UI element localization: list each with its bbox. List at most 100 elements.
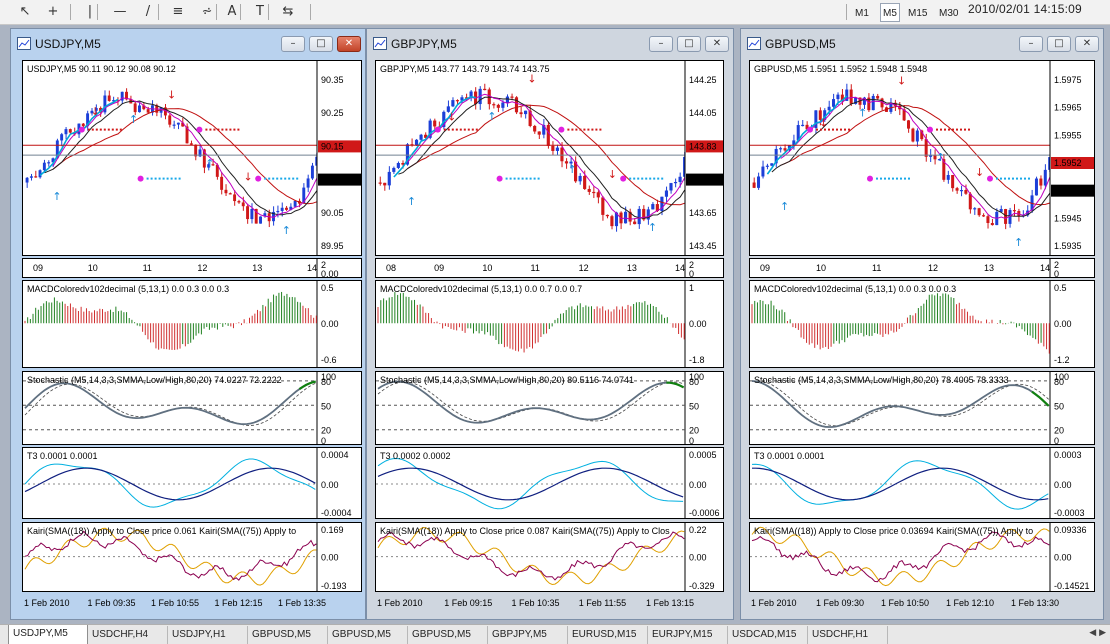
kairi-label: Kairi(SMA((18)) Apply to Close price 0.0… — [27, 526, 296, 536]
mini-panel[interactable]: 2 0 09 10 11 12 13 14 — [749, 258, 1095, 278]
vertical-line-icon[interactable]: | — [87, 4, 93, 19]
chart-window-gbpjpy[interactable]: GBPJPY,M5 – □ ✕ ↑ ↓ ↑ ↓ ↑ ↓ ↑ 144.25 144.05 143.83 143… — [366, 28, 734, 620]
macd-axis-label: 0.00 — [1054, 319, 1072, 329]
mini-panel[interactable]: 2 0.00 09 10 11 12 13 14 — [22, 258, 362, 278]
buy-arrow-icon: ↑ — [858, 107, 867, 120]
text-icon[interactable]: A — [227, 4, 237, 19]
timeframe-m1[interactable]: M1 — [855, 8, 869, 19]
signal-dot — [807, 126, 813, 133]
crosshair-icon[interactable]: + — [47, 4, 59, 19]
channel-icon[interactable]: ⩫ — [201, 4, 213, 19]
candle — [951, 175, 955, 189]
minimize-button[interactable]: – — [1019, 36, 1043, 52]
kairi-panel[interactable]: 0.22 0.00 -0.329 Kairi(SMA((18)) Apply to C… — [375, 522, 724, 592]
text-label-icon[interactable]: T — [256, 4, 264, 19]
tab-gbpjpy-m5[interactable]: GBPJPY,M5 — [488, 626, 568, 644]
candle — [224, 189, 228, 194]
tab-gbpusd-m5[interactable]: GBPUSD,M5 — [248, 626, 328, 644]
candle — [289, 206, 293, 210]
horizontal-line-icon[interactable]: — — [113, 4, 127, 19]
window-titlebar[interactable]: GBPJPY,M5 – □ ✕ — [367, 29, 733, 59]
window-title: GBPUSD,M5 — [765, 37, 836, 51]
time-panel[interactable]: 1 Feb 2010 1 Feb 09:30 1 Feb 10:50 1 Feb 12… — [749, 592, 1095, 612]
candle — [964, 190, 968, 194]
macd-panel[interactable]: 1 0.00 -1.8 MACDColoredv102decimal (5,13,1)… — [375, 280, 724, 368]
t3-panel[interactable]: 0.0003 0.00 -0.0003 T3 0.0001 0.0001 — [749, 447, 1095, 519]
maximize-button[interactable]: □ — [1047, 36, 1071, 52]
timeframe-m5[interactable]: M5 — [880, 3, 900, 22]
candle — [272, 211, 275, 222]
fibonacci-icon[interactable]: ≡ — [172, 4, 184, 19]
candle — [637, 208, 641, 225]
macd-panel[interactable]: 0.5 0.00 -0.6 MACDColoredv102decimal (5,13,… — [22, 280, 362, 368]
chart-window-usdjpy[interactable]: USDJPY,M5 – □ ✕ ↑ ↓ ↑ ↓ ↑ ↓ ↑ 90.35 90.25 90.15 90.12 9… — [10, 28, 366, 620]
window-titlebar[interactable]: GBPUSD,M5 – □ ✕ — [741, 29, 1103, 59]
close-button[interactable]: ✕ — [337, 36, 361, 52]
date-axis-label: 13 — [627, 263, 637, 273]
signal-dot — [196, 126, 203, 133]
price-axis-label: 144.05 — [689, 108, 717, 118]
candle — [779, 148, 783, 150]
price-panel[interactable]: ↑ ↓ ↑ ↓ ↑ ↓ ↑ 90.35 90.25 90.15 90.12 90.05 89.95 USD… — [22, 60, 362, 256]
tab-gbpusd-m5[interactable]: GBPUSD,M5 — [328, 626, 408, 644]
time-panel[interactable]: 1 Feb 2010 1 Feb 09:35 1 Feb 10:55 1 Feb 12… — [22, 592, 362, 612]
close-button[interactable]: ✕ — [705, 36, 729, 52]
arrows-icon[interactable]: ⇆ — [282, 4, 294, 19]
price-axis-label: 1.5945 — [1054, 213, 1082, 223]
trendline-icon[interactable]: / — [145, 4, 151, 19]
minimize-button[interactable]: – — [281, 36, 305, 52]
t3-panel[interactable]: 0.0004 0.00 -0.0004 T3 0.0001 0.0001 — [22, 447, 362, 519]
tab-eurusd-m15[interactable]: EURUSD,M15 — [568, 626, 648, 644]
tab-usdchf-h4[interactable]: USDCHF,H4 — [88, 626, 168, 644]
tab-usdcad-m15[interactable]: USDCAD,M15 — [728, 626, 808, 644]
candle — [937, 159, 941, 161]
sell-arrow-icon: ↓ — [897, 75, 906, 88]
candle — [827, 106, 831, 111]
chart-window-gbpusd[interactable]: GBPUSD,M5 – □ ✕ ↑ ↓ ↑ ↓ ↑ ↓ ↑ 1.5975 1.5965 1.5955 1.5… — [740, 28, 1104, 620]
kairi-panel[interactable]: 0.09336 0.00 -0.14521 Kairi(SMA((18)) Apply… — [749, 522, 1095, 592]
kairi-axis-label: 0.169 — [321, 525, 344, 535]
time-panel[interactable]: 1 Feb 2010 1 Feb 09:15 1 Feb 10:35 1 Feb 11… — [375, 592, 724, 612]
chart-header: GBPUSD,M5 1.5951 1.5952 1.5948 1.5948 — [754, 64, 927, 74]
timeframe-m15[interactable]: M15 — [908, 8, 928, 19]
stoch-axis-label: 100 — [1054, 372, 1069, 382]
tab-usdjpy-m5[interactable]: USDJPY,M5 — [8, 625, 88, 644]
t3-panel[interactable]: 0.0005 0.00 -0.0006 T3 0.0002 0.0002 — [375, 447, 724, 519]
mini-panel-svg: 20.00 09 10 11 12 13 14 — [33, 259, 339, 277]
stoch-main-line — [377, 380, 685, 424]
t3-axis-label: -0.0004 — [321, 508, 352, 518]
macd-panel[interactable]: 0.5 0.00 -1.2 MACDColoredv102decimal (5,13,… — [749, 280, 1095, 368]
tab-eurjpy-m15[interactable]: EURJPY,M15 — [648, 626, 728, 644]
sell-arrow-icon: ↓ — [975, 166, 984, 179]
mini-panel[interactable]: 2 0 08 09 10 11 12 13 14 — [375, 258, 724, 278]
window-titlebar[interactable]: USDJPY,M5 – □ ✕ — [11, 29, 365, 59]
kairi-panel[interactable]: 0.169 0.00 -0.193 Kairi(SMA((18)) Apply to … — [22, 522, 362, 592]
mini-axis-label: 2 — [689, 260, 694, 270]
price-panel[interactable]: ↑ ↓ ↑ ↓ ↑ ↓ ↑ 1.5975 1.5965 1.5955 1.5952 1.5948 1.5… — [749, 60, 1095, 256]
candle — [401, 162, 405, 165]
stoch-panel[interactable]: 100 80 50 20 0 Stochastic (M5,14,3,3,SMMA,Low… — [375, 371, 724, 445]
tab-usdchf-h1[interactable]: USDCHF,H1 — [808, 626, 888, 644]
stoch-axis-label: 0 — [1054, 436, 1059, 445]
close-button[interactable]: ✕ — [1075, 36, 1099, 52]
candle — [392, 167, 396, 172]
candle — [254, 208, 258, 224]
timeframe-m30[interactable]: M30 — [939, 8, 959, 19]
maximize-button[interactable]: □ — [677, 36, 701, 52]
candle — [302, 187, 306, 204]
minimize-button[interactable]: – — [649, 36, 673, 52]
candle — [854, 97, 858, 104]
tab-scroll-arrows[interactable]: ◀ ▶ — [1089, 628, 1106, 638]
price-panel-svg: ↑ ↓ ↑ ↓ ↑ ↓ ↑ 1.5975 1.5965 1.5955 1.5952 1.5948 1.5… — [750, 61, 1094, 255]
candle — [555, 147, 559, 151]
tab-gbpusd-m5[interactable]: GBPUSD,M5 — [408, 626, 488, 644]
candle — [198, 149, 202, 157]
maximize-button[interactable]: □ — [309, 36, 333, 52]
stoch-panel[interactable]: 100 80 50 20 0 Stochastic (M5,14,3,3,SMMA,Low… — [749, 371, 1095, 445]
tab-usdjpy-h1[interactable]: USDJPY,H1 — [168, 626, 248, 644]
stoch-panel[interactable]: 100 80 50 20 0 Stochastic (M5,14,3,3,SMMA,Low… — [22, 371, 362, 445]
t3-axis-label: -0.0003 — [1054, 508, 1085, 518]
cursor-icon[interactable]: ↖ — [19, 4, 31, 19]
price-panel[interactable]: ↑ ↓ ↑ ↓ ↑ ↓ ↑ 144.25 144.05 143.83 143.75 143.65 143… — [375, 60, 724, 256]
